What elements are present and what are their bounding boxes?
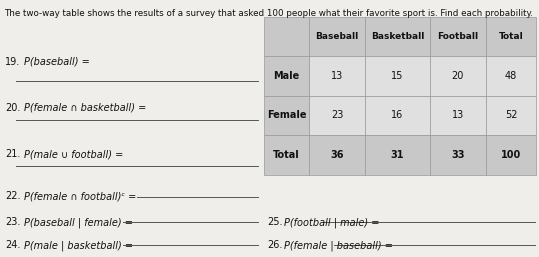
Text: 48: 48 (505, 71, 517, 81)
Text: 23: 23 (331, 111, 343, 121)
Text: Baseball: Baseball (315, 32, 358, 41)
Text: Total: Total (273, 150, 300, 160)
FancyBboxPatch shape (365, 17, 430, 56)
Text: Football: Football (437, 32, 478, 41)
FancyBboxPatch shape (264, 135, 309, 175)
FancyBboxPatch shape (430, 96, 486, 135)
Text: 24.: 24. (5, 240, 21, 250)
Text: 20: 20 (452, 71, 464, 81)
Text: P(baseball) =: P(baseball) = (24, 57, 90, 67)
Text: 31: 31 (391, 150, 404, 160)
FancyBboxPatch shape (430, 135, 486, 175)
Text: 52: 52 (505, 111, 517, 121)
Text: Female: Female (267, 111, 306, 121)
FancyBboxPatch shape (309, 135, 365, 175)
FancyBboxPatch shape (264, 56, 309, 96)
Text: P(male ∪ football) =: P(male ∪ football) = (24, 149, 123, 159)
FancyBboxPatch shape (486, 17, 536, 56)
Text: 13: 13 (331, 71, 343, 81)
FancyBboxPatch shape (309, 17, 365, 56)
Text: 20.: 20. (5, 103, 21, 113)
Text: 16: 16 (391, 111, 404, 121)
FancyBboxPatch shape (309, 96, 365, 135)
FancyBboxPatch shape (264, 96, 309, 135)
Text: P(male | basketball) =: P(male | basketball) = (24, 240, 133, 251)
Text: 23.: 23. (5, 217, 21, 227)
FancyBboxPatch shape (486, 135, 536, 175)
FancyBboxPatch shape (486, 56, 536, 96)
FancyBboxPatch shape (486, 96, 536, 135)
Text: P(female | baseball) =: P(female | baseball) = (284, 240, 393, 251)
Text: 100: 100 (501, 150, 521, 160)
Text: P(female ∩ basketball) =: P(female ∩ basketball) = (24, 103, 147, 113)
FancyBboxPatch shape (309, 56, 365, 96)
Text: 25.: 25. (267, 217, 282, 227)
Text: 22.: 22. (5, 191, 21, 201)
Text: Male: Male (273, 71, 300, 81)
Text: 19.: 19. (5, 57, 20, 67)
FancyBboxPatch shape (365, 96, 430, 135)
Text: 15: 15 (391, 71, 404, 81)
Text: 26.: 26. (267, 240, 282, 250)
Text: 13: 13 (452, 111, 464, 121)
FancyBboxPatch shape (365, 135, 430, 175)
Text: P(football | male) =: P(football | male) = (284, 217, 379, 228)
FancyBboxPatch shape (430, 56, 486, 96)
FancyBboxPatch shape (430, 17, 486, 56)
Text: P(female ∩ football)ᶜ =: P(female ∩ football)ᶜ = (24, 191, 136, 201)
Text: 21.: 21. (5, 149, 21, 159)
Text: Basketball: Basketball (371, 32, 424, 41)
Text: 36: 36 (330, 150, 344, 160)
Text: Total: Total (499, 32, 523, 41)
FancyBboxPatch shape (365, 56, 430, 96)
Text: P(baseball | female) =: P(baseball | female) = (24, 217, 133, 228)
FancyBboxPatch shape (264, 17, 309, 56)
Text: The two-way table shows the results of a survey that asked 100 people what their: The two-way table shows the results of a… (4, 9, 533, 18)
Text: 33: 33 (451, 150, 465, 160)
